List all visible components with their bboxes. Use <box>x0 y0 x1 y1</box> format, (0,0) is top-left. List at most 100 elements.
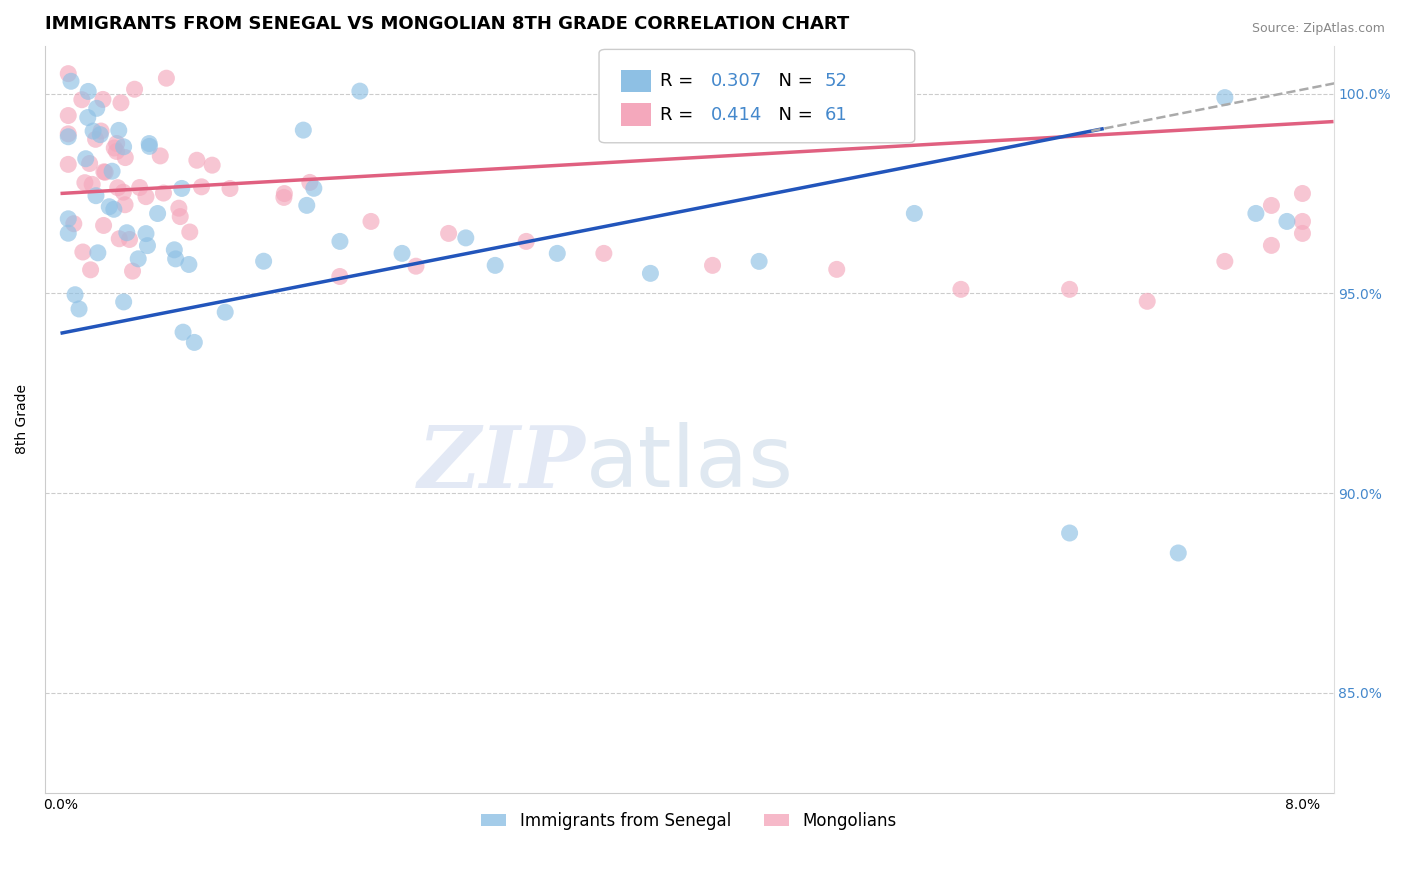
Point <box>329 269 352 284</box>
Point <box>87 245 110 260</box>
Point <box>253 254 276 268</box>
Text: N =: N = <box>766 71 818 90</box>
Point <box>128 180 150 194</box>
Point <box>949 282 972 296</box>
Point <box>1291 186 1313 201</box>
Point <box>58 67 80 81</box>
Point <box>138 139 160 153</box>
Point <box>110 95 132 110</box>
Point <box>515 235 537 249</box>
Point <box>155 71 177 86</box>
Point <box>1244 206 1267 220</box>
Point <box>640 266 662 280</box>
Point <box>405 259 427 273</box>
Point <box>94 165 117 179</box>
Point <box>118 232 141 246</box>
Point <box>138 136 160 151</box>
Point <box>484 258 506 272</box>
Point <box>135 227 157 241</box>
Point <box>201 158 224 172</box>
Point <box>167 201 190 215</box>
Point <box>825 262 848 277</box>
Point <box>302 181 325 195</box>
Point <box>114 151 136 165</box>
Point <box>101 164 124 178</box>
Point <box>89 128 111 142</box>
Point <box>292 123 315 137</box>
Point <box>73 176 96 190</box>
Point <box>58 226 80 240</box>
Point <box>1291 214 1313 228</box>
Point <box>177 257 200 271</box>
Point <box>107 180 129 194</box>
Point <box>84 188 107 202</box>
Text: Source: ZipAtlas.com: Source: ZipAtlas.com <box>1251 22 1385 36</box>
Point <box>1260 238 1282 252</box>
Point <box>163 243 186 257</box>
Point <box>115 226 138 240</box>
Point <box>170 181 193 195</box>
Point <box>1275 214 1298 228</box>
Point <box>70 93 93 107</box>
Point <box>149 149 172 163</box>
Point <box>349 84 371 98</box>
Point <box>329 235 352 249</box>
Point <box>58 157 80 171</box>
Point <box>165 252 187 266</box>
Point <box>108 232 131 246</box>
Point <box>112 185 135 199</box>
Text: 0.307: 0.307 <box>711 71 762 90</box>
Point <box>91 92 114 106</box>
Point <box>58 109 80 123</box>
Point <box>127 252 149 266</box>
Point <box>273 190 295 204</box>
Point <box>79 156 101 170</box>
Point <box>454 231 477 245</box>
Point <box>1213 254 1236 268</box>
Point <box>135 189 157 203</box>
Point <box>114 198 136 212</box>
Point <box>169 210 191 224</box>
Point <box>124 82 146 96</box>
Legend: Immigrants from Senegal, Mongolians: Immigrants from Senegal, Mongolians <box>475 805 904 837</box>
Point <box>84 132 107 146</box>
Point <box>72 245 94 260</box>
Point <box>179 225 201 239</box>
Point <box>183 335 205 350</box>
Point <box>1136 294 1159 309</box>
Point <box>1167 546 1189 560</box>
Text: R =: R = <box>659 106 699 124</box>
Point <box>103 141 125 155</box>
Point <box>391 246 413 260</box>
Point <box>295 198 318 212</box>
Point <box>1260 198 1282 212</box>
Text: 52: 52 <box>824 71 848 90</box>
Point <box>60 74 83 88</box>
Point <box>103 202 125 217</box>
FancyBboxPatch shape <box>599 49 915 143</box>
Point <box>190 179 212 194</box>
Y-axis label: 8th Grade: 8th Grade <box>15 384 30 454</box>
Point <box>58 127 80 141</box>
Point <box>112 140 135 154</box>
Point <box>1059 282 1081 296</box>
Text: R =: R = <box>659 71 699 90</box>
Point <box>121 264 143 278</box>
Point <box>1059 526 1081 541</box>
Point <box>152 186 174 200</box>
Point <box>77 84 100 98</box>
FancyBboxPatch shape <box>621 103 651 126</box>
Text: atlas: atlas <box>586 423 794 506</box>
Point <box>79 262 101 277</box>
Point <box>592 246 614 260</box>
Point <box>1291 227 1313 241</box>
Point <box>1213 90 1236 104</box>
Point <box>63 287 86 301</box>
Point <box>93 219 115 233</box>
Point <box>360 214 382 228</box>
Point <box>273 186 295 201</box>
Point <box>67 301 90 316</box>
Point <box>93 165 115 179</box>
Point <box>298 175 321 189</box>
Point <box>86 101 108 115</box>
